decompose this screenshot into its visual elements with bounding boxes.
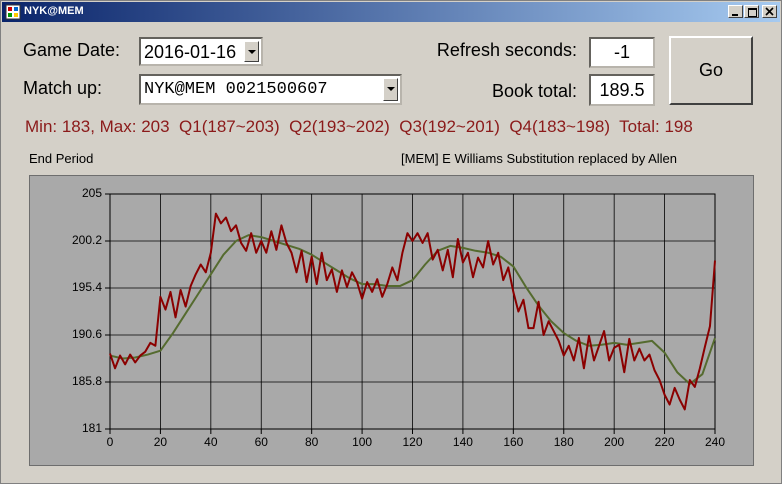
period-status: End Period [29,151,94,166]
x-tick-label: 120 [402,435,422,449]
minimize-button[interactable] [728,5,743,18]
app-icon [5,4,21,20]
data-line [109,234,716,385]
x-tick-label: 100 [352,435,372,449]
x-tick-label: 220 [655,435,675,449]
x-tick-label: 0 [107,435,114,449]
game-date-picker[interactable]: 2016-01-16 [139,37,263,66]
game-date-label: Game Date: [23,40,121,60]
chart: 181 185.8 190.6 195.4 200.2 205 0 20 40 60 80 100 12… [29,175,754,466]
data-line [109,212,716,411]
event-status: [MEM] E Williams Substitution replaced b… [401,151,677,166]
y-tick-label: 181 [82,421,102,435]
game-date-value: 2016-01-16 [144,42,237,62]
go-label: Go [698,60,723,80]
matchup-combo[interactable]: NYK@MEM 0021500607 [139,74,402,105]
x-tick-label: 80 [305,435,319,449]
refresh-value: -1 [613,42,630,62]
matchup-value: NYK@MEM 0021500607 [144,80,328,99]
book-total-input[interactable]: 189.5 [589,74,655,106]
x-tick-label: 180 [554,435,574,449]
x-tick-label: 200 [604,435,624,449]
y-tick-label: 190.6 [72,327,102,341]
book-total-label: Book total: [491,81,577,101]
refresh-input[interactable]: -1 [589,37,655,68]
y-tick-label: 195.4 [72,280,102,294]
x-tick-label: 20 [154,435,168,449]
matchup-label: Match up: [23,78,103,98]
book-total-value: 189.5 [599,80,645,100]
x-tick-label: 160 [503,435,523,449]
close-button[interactable] [762,5,777,18]
title-bar: NYK@MEM [2,2,780,22]
y-tick-label: 185.8 [72,374,102,388]
y-tick-label: 205 [82,186,102,200]
summary-line: Min: 183, Max: 203 Q1(187~203) Q2(193~20… [25,117,693,136]
go-button[interactable]: Go [669,36,753,105]
window-title: NYK@MEM [24,5,84,17]
x-tick-label: 240 [705,435,725,449]
maximize-button[interactable] [744,5,759,18]
x-tick-label: 60 [255,435,269,449]
x-tick-label: 40 [204,435,218,449]
y-tick-label: 200.2 [72,233,102,247]
refresh-label: Refresh seconds: [436,40,577,60]
x-tick-label: 140 [453,435,473,449]
